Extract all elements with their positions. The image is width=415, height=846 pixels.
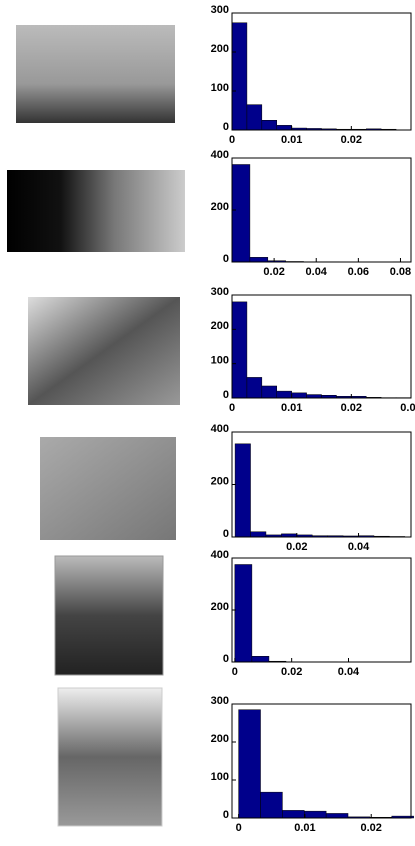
x-tick-label: 0.02 [263, 266, 284, 278]
bar [307, 395, 322, 398]
y-tick-label: 0 [223, 121, 229, 133]
y-tick-label: 200 [211, 475, 229, 487]
bar [292, 393, 307, 398]
photo [28, 297, 180, 405]
bar [250, 257, 268, 262]
x-tick-label: 0.01 [281, 402, 302, 414]
axes-box [232, 558, 411, 662]
y-tick-label: 0 [223, 253, 229, 265]
x-tick-label: 0.08 [390, 266, 411, 278]
photo [40, 437, 176, 540]
y-tick-label: 0 [223, 809, 229, 821]
bar [262, 386, 277, 398]
y-tick-label: 200 [211, 733, 229, 745]
photo [58, 688, 162, 826]
y-tick-label: 300 [211, 4, 229, 16]
y-tick-label: 400 [211, 549, 229, 561]
y-tick-label: 0 [223, 653, 229, 665]
y-tick-label: 100 [211, 82, 229, 94]
x-tick-label: 0.04 [348, 541, 370, 553]
bar [232, 302, 247, 398]
x-tick-label: 0 [232, 666, 238, 678]
bar [235, 565, 252, 663]
y-tick-label: 200 [211, 601, 229, 613]
bar [262, 120, 277, 130]
y-tick-label: 400 [211, 149, 229, 161]
x-tick-label: 0.01 [294, 822, 315, 834]
x-tick-label: 0.02 [361, 822, 382, 834]
x-tick-label: 0.04 [306, 266, 328, 278]
y-tick-label: 200 [211, 201, 229, 213]
photo [55, 556, 163, 675]
photo [16, 25, 175, 123]
x-tick-label: 0.06 [348, 266, 369, 278]
x-tick-label: 0.03 [400, 402, 415, 414]
y-tick-label: 100 [211, 355, 229, 367]
x-tick-label: 0 [229, 134, 235, 146]
x-tick-label: 0.02 [341, 402, 362, 414]
bar [277, 125, 292, 130]
bar [232, 165, 250, 263]
x-tick-label: 0 [229, 402, 235, 414]
y-tick-label: 0 [223, 528, 229, 540]
y-tick-label: 200 [211, 320, 229, 332]
bar [326, 813, 348, 818]
bar [251, 532, 266, 537]
bar [304, 811, 326, 818]
x-tick-label: 0.02 [281, 666, 302, 678]
photo [7, 170, 185, 252]
bar [261, 792, 283, 818]
x-tick-label: 0.02 [286, 541, 307, 553]
figure: 0 100 200 300 0 0.01 0.02 0 200 400 0.02 0.04 0.06 0.… [0, 0, 415, 846]
x-tick-label: 0.02 [341, 134, 362, 146]
x-tick-label: 0.01 [281, 134, 302, 146]
y-tick-label: 300 [211, 286, 229, 298]
y-tick-label: 300 [211, 695, 229, 707]
axes-box [232, 158, 411, 262]
bar [247, 105, 262, 130]
bar [235, 444, 250, 537]
bar [277, 391, 292, 398]
bar [239, 710, 261, 818]
bar [252, 656, 269, 662]
bar [232, 23, 247, 130]
x-tick-label: 0 [236, 822, 242, 834]
axes-box [232, 432, 411, 537]
y-tick-label: 200 [211, 43, 229, 55]
x-tick-label: 0.04 [338, 666, 360, 678]
y-tick-label: 0 [223, 389, 229, 401]
bar [282, 810, 304, 818]
bar [247, 377, 262, 398]
y-tick-label: 400 [211, 423, 229, 435]
y-tick-label: 100 [211, 771, 229, 783]
